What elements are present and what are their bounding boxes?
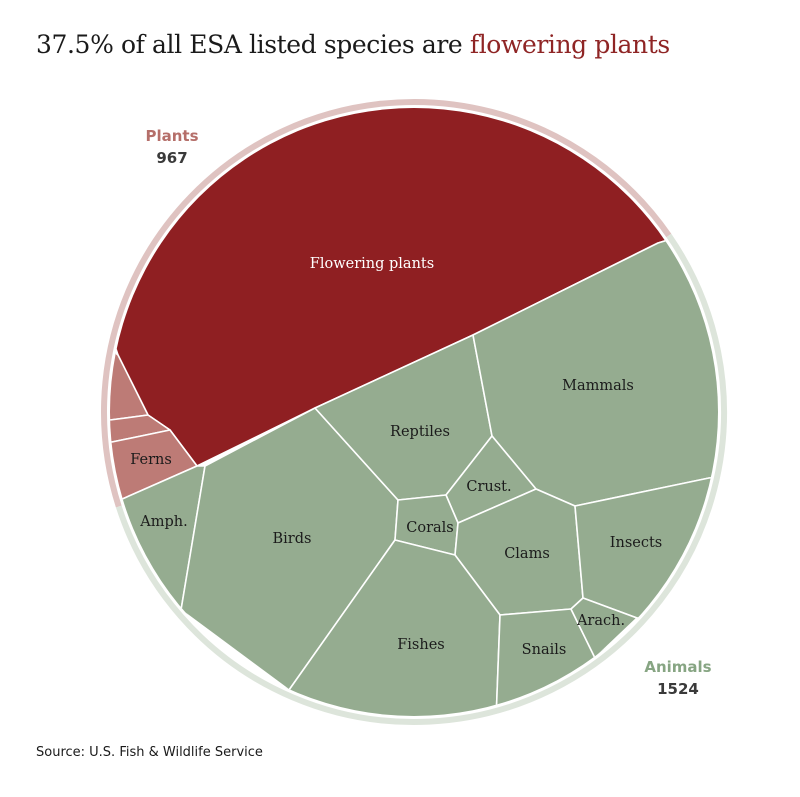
ring-plants bbox=[101, 99, 672, 508]
cell-label-fishes: Fishes bbox=[397, 637, 445, 653]
cell-arach bbox=[570, 597, 638, 659]
cell-label-flowering: Flowering plants bbox=[310, 256, 434, 272]
group-count-animals: 1524 bbox=[657, 680, 699, 698]
cell-label-reptiles: Reptiles bbox=[390, 424, 450, 440]
group-labels: Plants 967 Animals 1524 bbox=[145, 127, 711, 698]
cells bbox=[110, 108, 718, 716]
group-count-plants: 967 bbox=[156, 149, 187, 167]
group-ring bbox=[101, 99, 727, 725]
cell-label-arach: Arach. bbox=[576, 613, 625, 629]
group-label-animals: Animals bbox=[644, 658, 711, 676]
cell-label-crust: Crust. bbox=[466, 479, 511, 495]
cell-label-snails: Snails bbox=[522, 642, 567, 658]
group-label-plants: Plants bbox=[145, 127, 198, 145]
cell-label-ferns: Ferns bbox=[130, 452, 172, 468]
source-note: Source: U.S. Fish & Wildlife Service bbox=[36, 745, 263, 760]
ring-animals bbox=[115, 233, 727, 725]
title-highlight: flowering plants bbox=[469, 30, 670, 59]
cell-label-mammals: Mammals bbox=[562, 378, 634, 394]
cell-label-insects: Insects bbox=[610, 535, 662, 551]
cell-label-clams: Clams bbox=[504, 546, 550, 562]
cell-label-amph: Amph. bbox=[139, 514, 187, 530]
chart-title: 37.5% of all ESA listed species are flow… bbox=[36, 30, 670, 59]
title-prefix: 37.5% of all ESA listed species are bbox=[36, 30, 470, 59]
cell-label-corals: Corals bbox=[406, 520, 453, 536]
cell-labels: Flowering plants Ferns Amph. Birds Reptiles M… bbox=[130, 256, 662, 658]
cell-label-birds: Birds bbox=[273, 531, 312, 547]
